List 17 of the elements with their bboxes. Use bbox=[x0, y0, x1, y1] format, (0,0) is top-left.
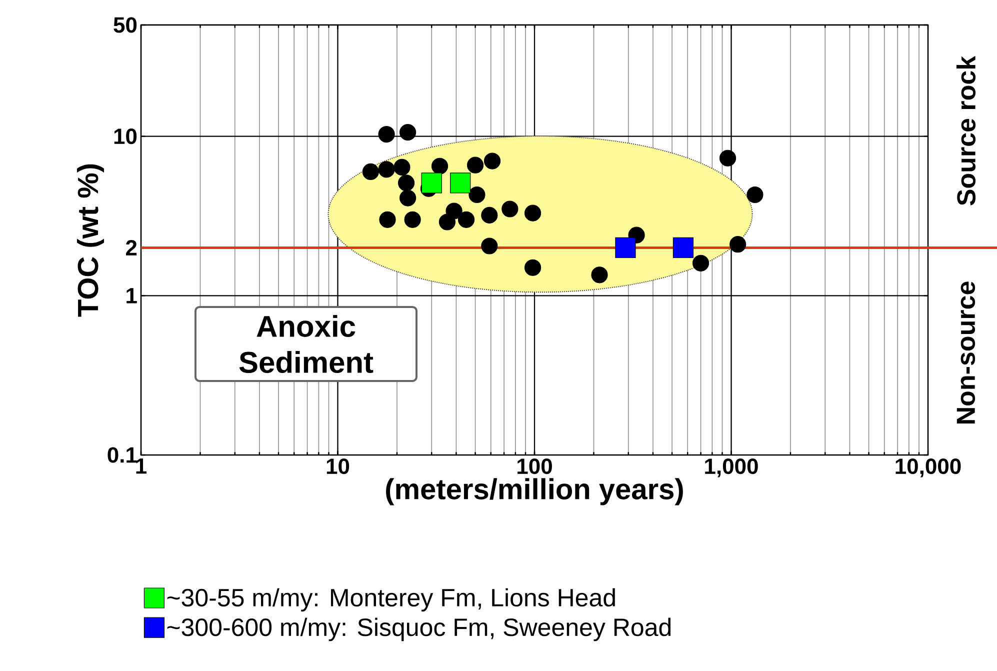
annotation: Anoxic Sediment bbox=[239, 314, 374, 374]
y-tick-label: 2 bbox=[126, 240, 137, 256]
x-tick-label: 10 bbox=[326, 458, 350, 474]
x-tick-label: 1 bbox=[136, 458, 147, 474]
x-tick-label: 100 bbox=[518, 458, 552, 474]
y-tick-label: 0.1 bbox=[108, 447, 137, 463]
legend-label: ~30-55 m/my: Monterey Fm, Lions Head bbox=[167, 588, 615, 612]
y-axis-title: TOC (wt %) bbox=[76, 164, 104, 317]
text: Non-source bbox=[956, 282, 976, 424]
legend-label: ~300-600 m/my: Sisquoc Fm, Sweeney Road bbox=[167, 618, 671, 642]
x-tick-label: 1,000 bbox=[705, 458, 758, 478]
y-tick-label: 1 bbox=[126, 288, 137, 304]
source-note: Source rock bbox=[956, 56, 976, 206]
y-tick-label: 50 bbox=[114, 17, 137, 33]
y-tick-label: 10 bbox=[114, 128, 137, 144]
x-axis-title: (meters/million years) bbox=[386, 478, 683, 506]
x-tick-label: 10,000 bbox=[896, 458, 961, 478]
